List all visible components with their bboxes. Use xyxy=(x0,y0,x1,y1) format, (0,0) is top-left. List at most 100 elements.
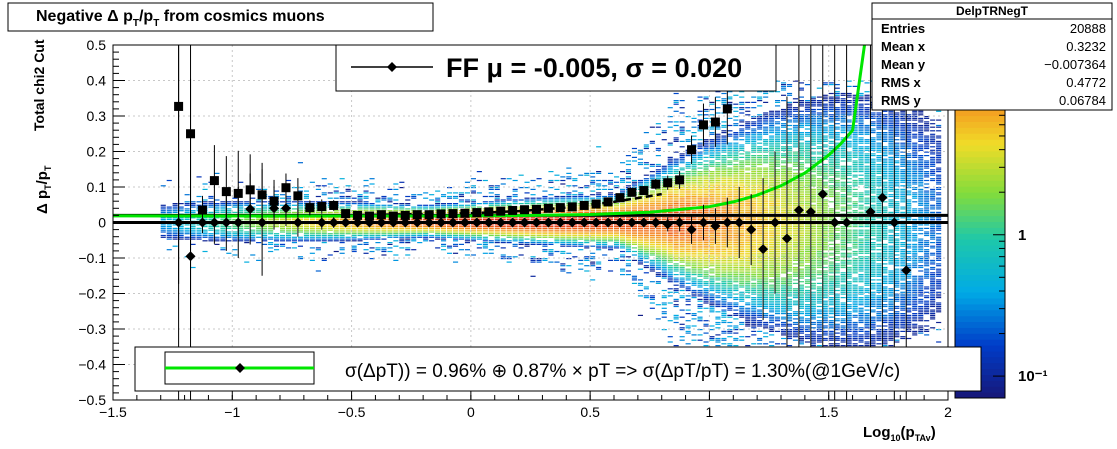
heatmap-cell xyxy=(476,233,482,235)
heatmap-cell xyxy=(763,174,769,176)
heatmap-cell xyxy=(232,211,238,213)
heatmap-cell xyxy=(608,231,614,233)
heatmap-cell xyxy=(703,149,709,151)
heatmap-cell xyxy=(787,277,793,279)
heatmap-cell xyxy=(703,249,709,251)
heatmap-cell xyxy=(727,174,733,176)
heatmap-cell xyxy=(494,236,500,238)
heatmap-cell xyxy=(709,172,715,174)
heatmap-cell xyxy=(548,229,554,231)
heatmap-cell xyxy=(769,341,775,343)
heatmap-cell xyxy=(745,133,751,135)
heatmap-cell xyxy=(745,153,751,155)
heatmap-cell xyxy=(745,194,751,196)
heatmap-cell xyxy=(548,199,554,201)
heatmap-cell xyxy=(399,238,405,240)
heatmap-cell xyxy=(673,211,679,213)
heatmap-cell xyxy=(739,204,745,206)
heatmap-cell xyxy=(387,201,393,203)
heatmap-cell xyxy=(769,124,775,127)
heatmap-cell xyxy=(661,176,667,178)
heatmap-cell xyxy=(715,305,721,308)
heatmap-cell xyxy=(781,87,787,89)
heatmap-cell xyxy=(500,229,506,231)
heatmap-cell xyxy=(620,270,626,272)
heatmap-cell xyxy=(631,250,637,253)
heatmap-cell xyxy=(685,300,691,302)
heatmap-cell xyxy=(733,234,739,237)
heatmap-cell xyxy=(727,330,733,332)
heatmap-cell xyxy=(775,252,781,254)
heatmap-cell xyxy=(494,224,500,226)
heatmap-cell xyxy=(602,224,608,226)
heatmap-cell xyxy=(685,261,691,263)
heatmap-cell xyxy=(363,226,369,228)
heatmap-cell xyxy=(697,282,703,284)
heatmap-cell xyxy=(739,119,745,121)
heatmap-cell xyxy=(763,242,769,244)
heatmap-cell xyxy=(482,203,488,205)
heatmap-cell xyxy=(447,233,453,235)
heatmap-cell xyxy=(512,256,518,258)
heatmap-cell xyxy=(566,272,572,274)
heatmap-cell xyxy=(309,229,315,231)
heatmap-cell xyxy=(781,208,787,210)
heatmap-cell xyxy=(727,263,733,265)
heatmap-cell xyxy=(763,316,769,318)
heatmap-cell xyxy=(381,208,387,210)
heatmap-cell xyxy=(357,203,363,205)
heatmap-cell xyxy=(375,208,381,210)
heatmap-cell xyxy=(721,332,727,334)
heatmap-cell xyxy=(787,101,793,103)
heatmap-cell xyxy=(715,268,721,270)
heatmap-cell xyxy=(733,190,739,192)
heatmap-cell xyxy=(655,192,661,194)
heatmap-cell xyxy=(715,107,721,109)
heatmap-cell xyxy=(745,295,751,297)
heatmap-cell xyxy=(453,203,459,205)
heatmap-cell xyxy=(453,218,459,221)
heatmap-cell xyxy=(208,211,214,213)
heatmap-cell xyxy=(757,181,763,183)
heatmap-cell xyxy=(691,163,697,166)
heatmap-cell xyxy=(506,178,512,180)
heatmap-cell xyxy=(303,195,309,198)
heatmap-cell xyxy=(739,270,745,272)
heatmap-cell xyxy=(775,174,781,176)
heatmap-cell xyxy=(643,146,649,148)
heatmap-cell xyxy=(303,217,309,219)
heatmap-cell xyxy=(351,210,357,212)
heatmap-cell xyxy=(667,268,673,270)
heatmap-cell xyxy=(423,236,429,238)
heatmap-cell xyxy=(703,199,709,201)
heatmap-cell xyxy=(697,252,703,254)
heatmap-cell xyxy=(769,321,775,324)
heatmap-cell xyxy=(745,199,751,201)
heatmap-cell xyxy=(787,336,793,338)
heatmap-cell xyxy=(751,162,757,164)
heatmap-cell xyxy=(721,247,727,249)
heatmap-cell xyxy=(703,341,709,343)
heatmap-cell xyxy=(554,195,560,198)
heatmap-cell xyxy=(769,204,775,206)
heatmap-cell xyxy=(327,238,333,240)
heatmap-cell xyxy=(787,261,793,263)
heatmap-cell xyxy=(578,245,584,247)
heatmap-cell xyxy=(178,226,184,228)
heatmap-cell xyxy=(590,263,596,265)
heatmap-cell xyxy=(453,243,459,245)
heatmap-cell xyxy=(739,297,745,299)
heatmap-cell xyxy=(763,258,769,260)
heatmap-cell xyxy=(781,206,787,208)
heatmap-cell xyxy=(470,238,476,240)
heatmap-cell xyxy=(560,197,566,199)
heatmap-cell xyxy=(369,238,375,240)
heatmap-cell xyxy=(542,258,548,260)
heatmap-cell xyxy=(769,176,775,178)
heatmap-cell xyxy=(196,218,202,221)
heatmap-cell xyxy=(739,233,745,235)
heatmap-cell xyxy=(655,263,661,265)
heatmap-cell xyxy=(655,199,661,201)
heatmap-cell xyxy=(602,226,608,228)
heatmap-cell xyxy=(775,147,781,150)
